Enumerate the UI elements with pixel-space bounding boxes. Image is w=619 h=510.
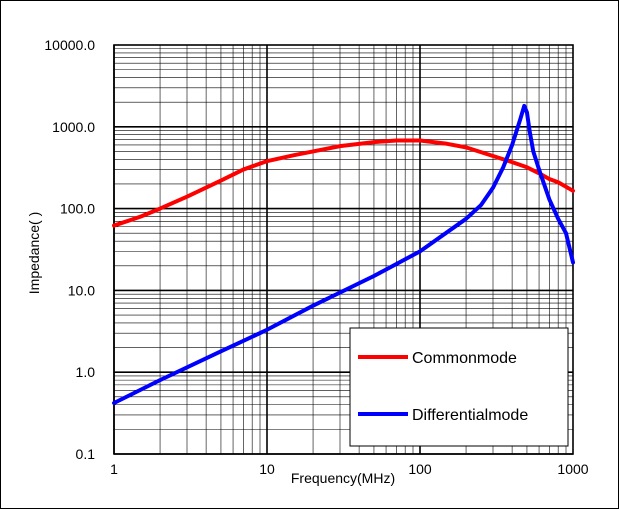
plot-area-border [113, 44, 574, 455]
series-line-differentialmode [112, 103, 575, 406]
legend: Commonmode Differentialmode [349, 327, 569, 447]
legend-label-differentialmode: Differentialmode [412, 407, 528, 424]
y-tick-labels: 0.1 1.0 10.0 100.0 1000.0 10000.0 [44, 37, 95, 462]
x-axis-label: Frequency(MHz) [291, 470, 395, 486]
y-tick-label: 0.1 [76, 446, 96, 462]
series-line-commonmode [112, 138, 575, 228]
y-axis-label: Impedance( ) [26, 212, 42, 294]
legend-label-commonmode: Commonmode [412, 350, 517, 367]
y-tick-label: 1000.0 [52, 119, 95, 135]
plot-border [113, 44, 574, 455]
y-tick-label: 10.0 [68, 282, 95, 298]
x-tick-labels: 1 10 100 1000 [110, 461, 589, 477]
x-tick-label: 10 [259, 461, 275, 477]
x-tick-label: 1000 [557, 461, 588, 477]
legend-box [349, 327, 569, 447]
x-tick-label: 1 [110, 461, 118, 477]
y-tick-label: 10000.0 [44, 37, 95, 53]
y-tick-label: 1.0 [76, 364, 96, 380]
y-tick-label: 100.0 [60, 201, 95, 217]
x-tick-label: 100 [408, 461, 432, 477]
series-group [112, 103, 575, 406]
